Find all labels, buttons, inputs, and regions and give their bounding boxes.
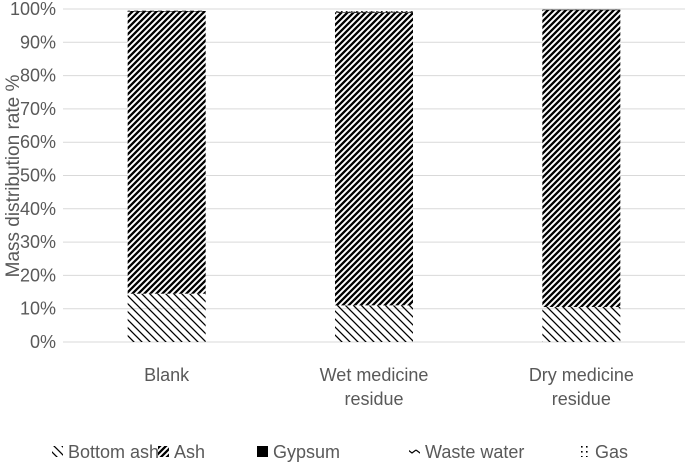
legend-label: Waste water <box>425 442 524 462</box>
y-tick-label: 10% <box>20 299 56 319</box>
y-tick-label: 20% <box>20 265 56 285</box>
x-category-label: Dry medicine <box>529 365 634 385</box>
legend-swatch <box>409 446 420 457</box>
bar-segment-waste-water <box>127 10 206 12</box>
legend-swatch <box>579 446 590 457</box>
y-tick-label: 0% <box>30 332 56 352</box>
y-tick-label: 60% <box>20 132 56 152</box>
y-tick-label: 90% <box>20 32 56 52</box>
bar-segment-gypsum <box>335 12 413 13</box>
legend-label: Gas <box>595 442 628 462</box>
y-tick-label: 100% <box>10 0 56 19</box>
bar-segment-gas <box>542 9 621 10</box>
y-axis-label: Mass distribution rate % <box>3 75 24 278</box>
bar-segment-ash <box>542 9 621 308</box>
legend-label: Bottom ash <box>68 442 159 462</box>
x-category-label: Wet medicine <box>320 365 429 385</box>
x-category-label: Blank <box>144 365 190 385</box>
bar-segment-bottom-ash <box>335 305 413 342</box>
legend-swatch <box>158 446 169 457</box>
y-axis-ticks: 0% 10% 20% 30% 40% 50% 60% 70% 80% 90% 100% <box>10 0 56 352</box>
bar-segment-bottom-ash <box>542 307 621 342</box>
category-labels: Blank Wet medicine residue Dry medicine resi… <box>144 365 634 409</box>
bar-segment-waste-water <box>542 9 621 10</box>
legend-swatch <box>257 446 268 457</box>
x-category-label: residue <box>344 389 403 409</box>
y-tick-label: 80% <box>20 66 56 86</box>
legend-label: Ash <box>174 442 205 462</box>
y-tick-label: 40% <box>20 199 56 219</box>
bar-segment-gypsum <box>127 10 206 12</box>
bar-segment-gypsum <box>542 9 621 11</box>
bar-segment-gas <box>335 9 413 12</box>
bars <box>127 9 621 342</box>
bar-segment-waste-water <box>335 11 413 13</box>
legend-label: Gypsum <box>273 442 340 462</box>
x-category-label: residue <box>552 389 611 409</box>
y-tick-label: 30% <box>20 232 56 252</box>
y-tick-label: 70% <box>20 99 56 119</box>
legend: Bottom ash Ash Gypsum Waste water Gas <box>52 442 628 462</box>
legend-swatch <box>52 446 63 457</box>
bar-segment-ash <box>127 11 206 294</box>
bar-segment-ash <box>335 12 413 306</box>
bar-segment-gas <box>127 9 206 11</box>
y-tick-label: 50% <box>20 166 56 186</box>
bar-segment-bottom-ash <box>127 293 206 342</box>
